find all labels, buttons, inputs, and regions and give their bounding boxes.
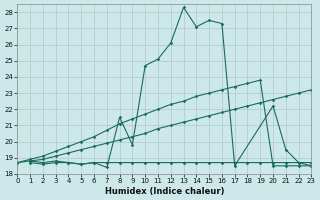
X-axis label: Humidex (Indice chaleur): Humidex (Indice chaleur) xyxy=(105,187,224,196)
